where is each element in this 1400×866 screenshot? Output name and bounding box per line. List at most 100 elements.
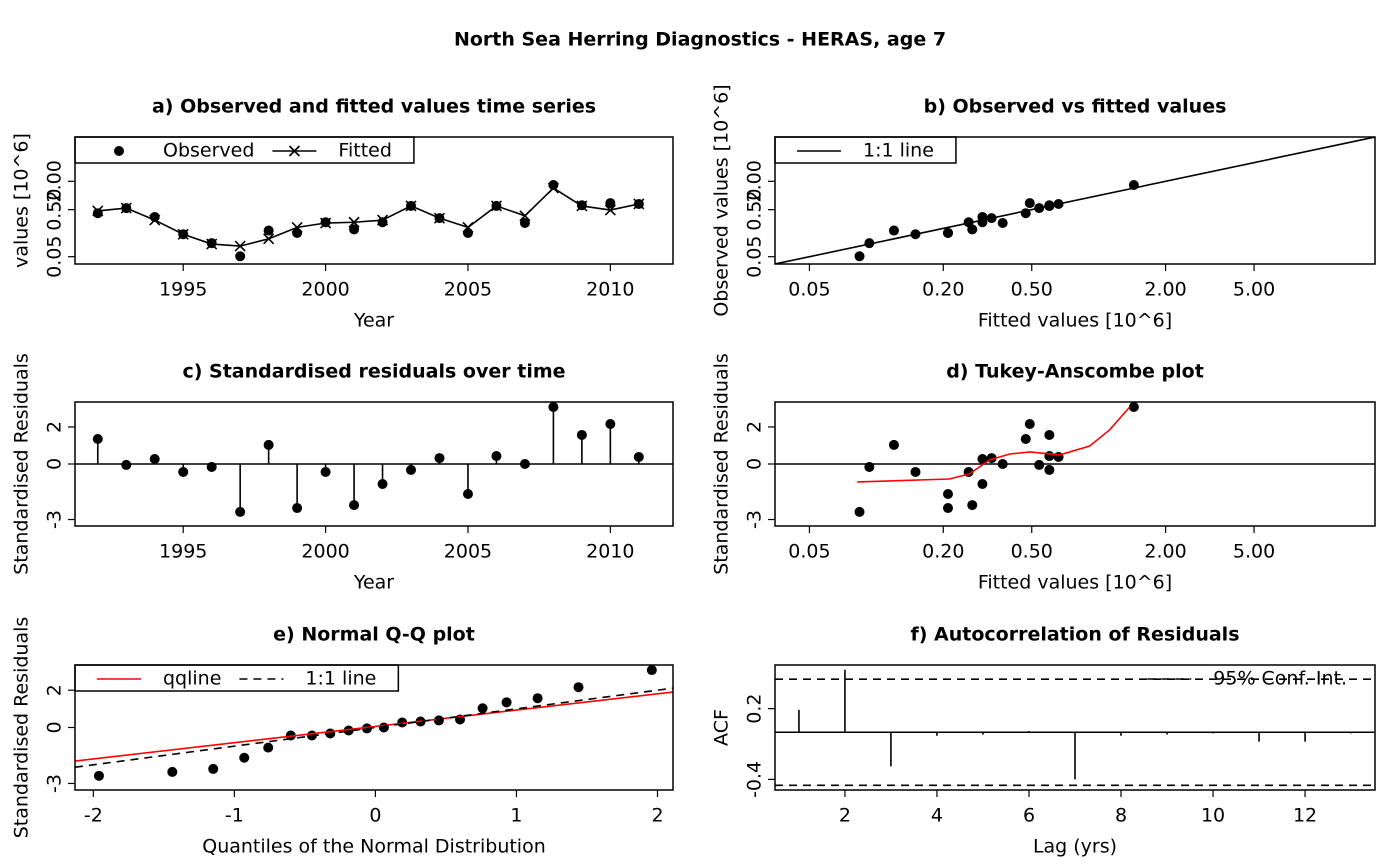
panel: d) Tukey-Anscombe plot Fitted values [10^… [711,353,1376,594]
x-tick-label: 2005 [444,279,492,301]
panel-title: e) Normal Q-Q plot [273,624,475,646]
legend-marker [114,146,124,156]
point [177,228,189,240]
point [1024,419,1035,430]
point [235,251,246,262]
point [433,212,446,224]
x-tick-label: 2010 [586,279,634,301]
point [519,210,531,222]
point [263,439,274,450]
point [864,461,875,472]
y-tick-label: 2 [44,684,66,696]
y-axis-label: Standardised Residuals [11,353,33,575]
y-tick-label: 0.05 [44,236,66,278]
point [462,488,473,499]
x-tick-label: 2 [651,805,663,827]
point [519,459,530,469]
panel: f) Autocorrelation of Residuals Lag (yrs)… [711,624,1376,858]
point [633,451,644,462]
y-axis-label: Standardised Residuals [711,353,733,575]
point [477,703,488,714]
point [206,461,217,472]
point [942,503,953,514]
plot-frame [774,401,1376,527]
point [349,224,360,235]
x-tick-label: 2005 [444,541,492,563]
series-line [775,137,1375,264]
x-tick-label: 2.00 [1144,279,1186,301]
y-tick-label: 0 [744,458,766,470]
x-tick-label: 2.00 [1144,541,1186,563]
x-tick-label: 2000 [301,541,349,563]
y-tick-label: 2.00 [744,160,766,202]
x-tick-label: 12 [1293,805,1317,827]
point [977,478,988,489]
point [235,506,246,517]
legend-symbol [114,146,124,156]
x-tick-label: 4 [931,805,943,827]
point [547,182,559,194]
plot-frame [774,136,1376,265]
point [977,454,988,465]
y-axis-label: ACF [711,709,733,746]
point [92,434,103,445]
series-line [857,406,1131,483]
point [434,453,445,464]
point [997,459,1008,469]
y-tick-label: 2.00 [44,160,66,202]
point [548,180,559,191]
point [406,464,417,475]
point [1020,434,1031,445]
panel-title: c) Standardised residuals over time [182,361,565,383]
x-tick-label: 2010 [586,541,634,563]
y-tick-label: 0.2 [744,694,766,724]
legend-label: qqline [163,668,221,690]
y-tick-label: -0.4 [744,761,766,798]
panel: a) Observed and fitted values time serie… [11,96,674,332]
point [239,752,250,763]
point [178,466,189,477]
legend-frame [74,664,400,692]
point [1034,459,1045,470]
point [120,202,132,214]
point [320,217,332,229]
plot-area [775,137,1375,264]
point [501,697,512,708]
panel-title: a) Observed and fitted values time serie… [152,96,596,118]
legend-label: 1:1 line [863,140,934,162]
point [942,488,953,499]
point [462,221,474,233]
point [864,238,875,249]
x-tick-label: 1995 [159,279,207,301]
point [376,214,389,226]
point [92,208,103,219]
legend: 1:1 line [774,136,957,164]
y-tick-label: -3 [44,510,66,529]
point [377,478,388,489]
x-tick-label: 0.20 [922,541,964,563]
point [263,742,274,753]
point [605,419,616,430]
point [967,500,978,511]
legend: qqline 1:1 line [74,664,400,692]
point [646,665,657,676]
legend-label: 1:1 line [305,668,376,690]
legend-label: Observed [163,140,254,162]
plot-area [775,402,1375,517]
x-tick-label: 0.05 [788,541,830,563]
point [888,225,899,236]
point [378,722,389,733]
legend: 95% Conf. Int. [1147,668,1347,690]
x-tick-label: 5.00 [1233,541,1275,563]
point [93,770,104,781]
point [92,205,104,217]
y-tick-label: 0.05 [744,236,766,278]
y-axis-label: Standardised Residuals [11,617,33,839]
x-tick-label: 6 [1023,805,1035,827]
legend-symbol [272,145,317,157]
plot-frame [74,401,674,527]
point [149,214,161,226]
point [910,466,921,477]
